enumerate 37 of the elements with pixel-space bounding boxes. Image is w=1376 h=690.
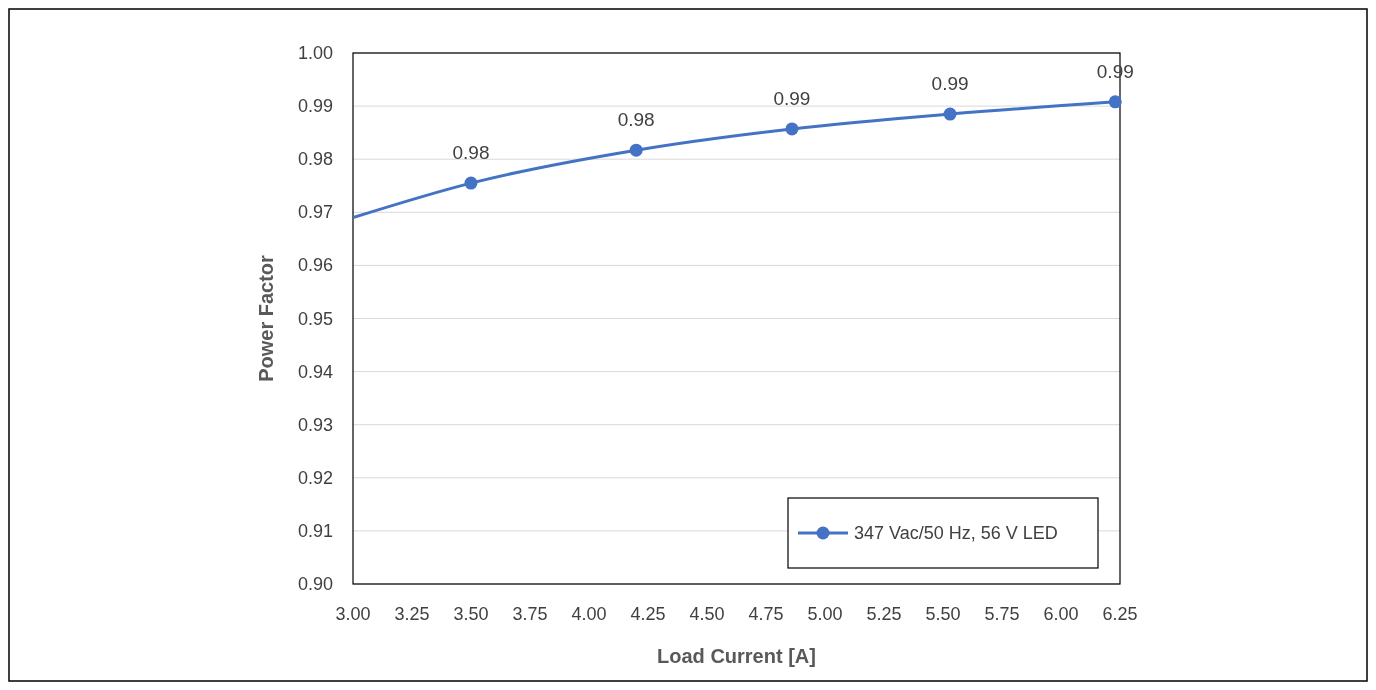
x-tick-label: 3.75 xyxy=(512,604,548,624)
x-tick-label: 3.25 xyxy=(394,604,430,624)
x-tick-label: 5.00 xyxy=(807,604,843,624)
x-tick-label: 5.75 xyxy=(984,604,1020,624)
y-tick-label: 1.00 xyxy=(297,43,333,63)
x-tick-label: 4.75 xyxy=(748,604,784,624)
data-label: 0.99 xyxy=(773,87,811,109)
point xyxy=(1108,95,1122,109)
legend-label: 347 Vac/50 Hz, 56 V LED xyxy=(854,523,1058,543)
point xyxy=(629,143,643,157)
x-tick-label: 3.00 xyxy=(335,604,371,624)
data-label: 0.98 xyxy=(452,142,490,164)
y-tick-label: 0.94 xyxy=(297,361,333,382)
x-tick-label: 6.25 xyxy=(1102,604,1138,624)
y-tick-label: 0.90 xyxy=(297,574,333,594)
y-tick-label: 0.99 xyxy=(297,96,333,117)
x-tick-label: 5.50 xyxy=(925,604,961,624)
x-tick-label: 3.50 xyxy=(453,604,489,624)
point xyxy=(464,176,478,190)
y-tick-label: 0.95 xyxy=(297,308,333,329)
data-label: 0.98 xyxy=(617,109,655,131)
point xyxy=(943,107,957,121)
y-tick-label: 0.91 xyxy=(297,520,333,541)
x-tick-label: 5.25 xyxy=(866,604,902,624)
point xyxy=(785,122,799,136)
y-tick-label: 0.92 xyxy=(297,467,333,488)
x-axis-title: Load Current [A] xyxy=(657,645,816,667)
y-tick-label: 0.93 xyxy=(297,414,333,435)
y-tick-label: 0.97 xyxy=(297,202,333,223)
x-tick-label: 6.00 xyxy=(1043,604,1079,624)
x-tick-label: 4.50 xyxy=(689,604,725,624)
y-tick-label: 0.98 xyxy=(297,149,333,170)
data-label: 0.99 xyxy=(931,73,969,95)
y-tick-label: 0.96 xyxy=(297,255,333,276)
x-tick-label: 4.25 xyxy=(630,604,666,624)
x-tick-label: 4.00 xyxy=(571,604,607,624)
y-axis-title: Power Factor xyxy=(255,254,277,382)
